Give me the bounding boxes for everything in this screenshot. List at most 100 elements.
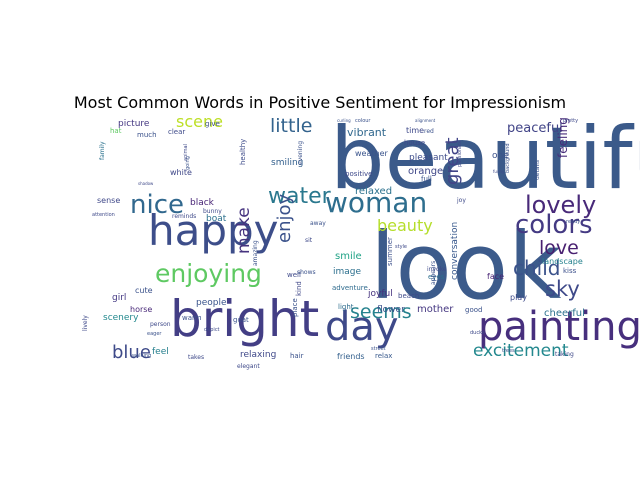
word-scenery: scenery — [103, 313, 139, 323]
word-enjoy: enjoy — [274, 194, 295, 243]
word-mother: mother — [417, 304, 454, 315]
word-flower: flower — [377, 305, 405, 315]
word-light: light — [338, 303, 354, 311]
word-day: day — [325, 304, 399, 350]
word-elegant: elegant — [237, 363, 260, 370]
word-painting: painting — [478, 304, 640, 350]
word-weather: weather — [355, 149, 388, 158]
word-look: look — [370, 213, 562, 320]
word-feel: feel — [152, 347, 169, 357]
word-lively: lively — [82, 315, 89, 331]
word-person: person — [150, 321, 171, 328]
word-colour: colour — [355, 118, 371, 124]
word-shadow: shadow — [138, 181, 154, 186]
word-sense: sense — [97, 196, 120, 205]
word-healthy: healthy — [239, 139, 247, 165]
word-ducks: ducks — [470, 330, 485, 336]
word-amazing: amazing — [252, 240, 259, 266]
word-invoke: invoke — [427, 266, 447, 273]
word-details: details — [534, 160, 541, 180]
word-black: black — [190, 198, 215, 208]
word-joy: joy — [456, 197, 466, 204]
word-child: child — [513, 256, 560, 280]
word-relaxing: relaxing — [240, 350, 276, 360]
word-shows: shows — [297, 269, 316, 276]
word-horse: horse — [130, 305, 152, 314]
word-street: street — [371, 346, 386, 352]
word-happy: happy — [148, 206, 279, 255]
word-curling: curling — [337, 118, 351, 123]
word-alignment: alignment — [415, 118, 436, 123]
word-relax: relax — [375, 352, 392, 360]
word-smiling: smiling — [271, 158, 303, 168]
word-enjoying: enjoying — [155, 259, 262, 288]
word-bright: bright — [170, 290, 319, 348]
word-attention: attention — [92, 212, 115, 218]
word-good: good — [465, 306, 482, 314]
word-orange: orange — [408, 166, 443, 177]
word-well: well — [287, 271, 301, 279]
word-vibrant: vibrant — [347, 126, 387, 139]
word-clear: clear — [168, 128, 185, 136]
word-hat: hat — [110, 127, 122, 135]
word-pretty: pretty — [563, 118, 578, 124]
word-eyes: eyes — [428, 273, 445, 281]
word-time: time — [406, 126, 424, 135]
word-adventure: adventure — [332, 284, 368, 292]
word-lovely: lovely — [525, 191, 596, 219]
word-play: play — [510, 293, 527, 302]
word-sit: sit — [305, 237, 313, 244]
word-taking: taking — [555, 351, 574, 358]
word-background: background — [505, 143, 511, 173]
word-much: much — [137, 131, 157, 139]
word-smile: smile — [335, 251, 362, 262]
word-pleasant: pleasant — [409, 153, 448, 163]
word-beach: beach — [398, 292, 419, 300]
word-nice: nice — [130, 190, 184, 220]
word-appears: appears — [430, 261, 437, 285]
word-conversation: conversation — [450, 222, 460, 280]
word-bunny: bunny — [203, 208, 222, 215]
word-warm: warm — [182, 314, 202, 322]
word-away: away — [310, 220, 326, 227]
word-goat: goat — [233, 316, 249, 324]
word-water: water — [268, 184, 332, 209]
word-little: little — [270, 115, 312, 137]
word-friends: friends — [337, 352, 365, 361]
word-relaxed: relaxed — [355, 186, 392, 197]
word-house: house — [404, 139, 425, 147]
word-peaceful: peaceful — [507, 121, 563, 136]
word-trees: trees — [502, 348, 515, 354]
word-reminds: reminds — [172, 213, 196, 220]
word-picture: picture — [118, 119, 150, 129]
word-make: make — [234, 207, 254, 254]
word-place: place — [291, 298, 299, 317]
word-image: image — [333, 267, 361, 277]
word-excitement: excitement — [473, 341, 569, 361]
word-style: style — [395, 244, 407, 250]
word-landscape: landscape — [542, 257, 583, 266]
word-colors: colors — [515, 210, 593, 240]
word-girl: girl — [112, 293, 126, 303]
word-walking: walking — [132, 353, 151, 359]
word-red: red — [424, 128, 434, 135]
word-passionate: passionate — [457, 140, 463, 167]
word-funny: funny — [493, 169, 505, 174]
word-kiss: kiss — [563, 267, 577, 275]
word-evening: evening — [297, 141, 304, 165]
word-boat: boat — [206, 214, 227, 224]
word-face: face — [487, 272, 504, 281]
word-great: great — [442, 137, 463, 185]
word-takes: takes — [188, 354, 204, 361]
word-blue: blue — [112, 342, 151, 363]
word-feeling: feeling — [556, 117, 570, 158]
word-woman: woman — [325, 186, 427, 219]
word-give: give — [205, 120, 220, 128]
word-hair: hair — [290, 352, 304, 360]
word-one: one — [492, 151, 509, 161]
word-sky: sky — [545, 277, 580, 301]
word-beautiful: beautiful — [330, 109, 640, 209]
word-people: people — [196, 298, 227, 308]
